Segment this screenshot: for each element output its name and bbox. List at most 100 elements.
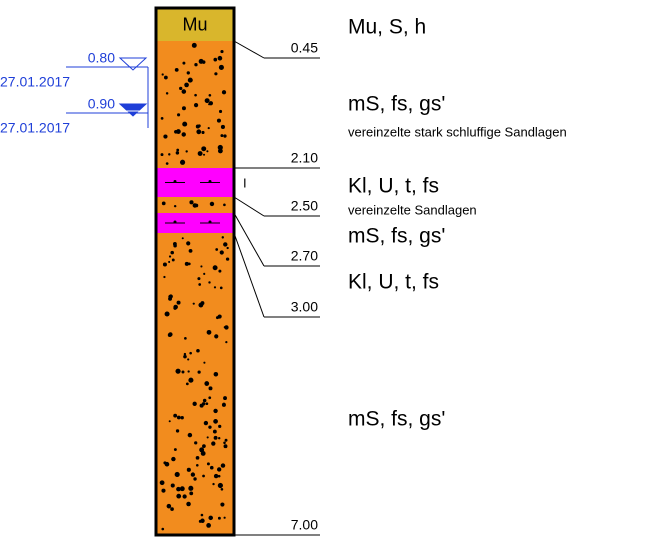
depth-leader <box>234 213 264 266</box>
sand-dot <box>169 255 171 257</box>
sand-dot <box>168 295 171 298</box>
sand-dot <box>201 301 205 305</box>
sand-dot <box>171 483 175 487</box>
sand-dot <box>202 402 205 405</box>
sand-dot <box>173 306 176 309</box>
sand-dot <box>193 477 196 480</box>
sand-dot <box>167 504 172 509</box>
sand-dot <box>194 94 197 97</box>
sand-dot <box>191 472 195 476</box>
clay-symbol <box>209 221 212 224</box>
sand-dot <box>189 249 193 253</box>
sand-dot <box>226 257 229 260</box>
sand-dot <box>200 265 202 267</box>
sand-dot <box>182 494 186 498</box>
water-date: 27.01.2017 <box>0 120 70 136</box>
sand-dot <box>214 334 218 338</box>
sand-dot <box>187 358 189 360</box>
sand-dot <box>182 89 187 94</box>
sand-dot <box>203 362 205 364</box>
sand-dot <box>215 248 218 251</box>
sand-dot <box>162 202 166 206</box>
sand-dot <box>207 436 209 438</box>
sand-dot <box>219 110 222 113</box>
sand-dot <box>196 129 201 134</box>
sand-dot <box>205 98 210 103</box>
sand-dot <box>220 134 223 137</box>
sand-dot <box>201 146 206 151</box>
sand-dot <box>223 396 227 400</box>
sand-dot <box>177 416 181 420</box>
sand-dot <box>220 250 224 254</box>
sand-dot <box>197 277 200 280</box>
sand-dot <box>222 236 224 238</box>
sand-dot <box>187 71 190 74</box>
sand-dot <box>169 420 171 422</box>
sand-dot <box>166 162 169 165</box>
water-triangle <box>120 58 146 70</box>
sand-dot <box>170 251 174 255</box>
sand-dot <box>202 475 205 478</box>
sand-dot <box>208 425 211 428</box>
sand-dot <box>194 441 197 444</box>
layer-code: Mu <box>182 14 207 34</box>
sand-dot <box>162 73 164 75</box>
sand-dot <box>225 439 228 442</box>
sand-dot <box>199 59 204 64</box>
sand-dot <box>193 402 197 406</box>
sand-dot <box>188 486 193 491</box>
sand-dot <box>170 507 174 511</box>
depth-label: 2.10 <box>291 150 318 166</box>
sand-dot <box>209 386 213 390</box>
sand-dot <box>163 276 165 278</box>
clay-symbol <box>174 180 177 183</box>
sand-dot <box>209 94 212 97</box>
sand-dot <box>217 119 221 123</box>
sand-dot <box>166 92 168 94</box>
sand-dot <box>161 489 165 493</box>
sand-dot <box>187 370 189 372</box>
sand-dot <box>185 262 189 266</box>
layer-note: vereinzelte Sandlagen <box>348 202 477 217</box>
sand-dot <box>194 63 197 66</box>
sand-dot <box>224 444 228 448</box>
sand-dot <box>164 76 168 80</box>
sand-dot <box>173 414 177 418</box>
sand-dot <box>182 62 185 65</box>
sand-dot <box>176 129 181 134</box>
sand-dot <box>221 463 225 467</box>
sand-dot <box>206 523 211 528</box>
sand-dot <box>189 352 192 355</box>
sand-dot <box>203 399 207 403</box>
clay-symbol <box>209 180 212 183</box>
sand-dot <box>218 475 221 478</box>
sand-dot <box>175 472 180 477</box>
sand-dot <box>208 516 213 521</box>
layer-description: Mu, S, h <box>348 16 426 39</box>
sand-dot <box>192 43 197 48</box>
sand-dot <box>223 441 226 444</box>
sand-dot <box>186 383 189 386</box>
sand-dot <box>182 371 185 374</box>
sand-dot <box>196 349 200 353</box>
sand-dot <box>220 502 224 506</box>
water-date: 27.01.2017 <box>0 74 70 90</box>
sand-dot <box>181 416 184 419</box>
sand-dot <box>198 124 201 127</box>
sand-dot <box>213 58 217 62</box>
depth-label: 7.00 <box>291 517 318 533</box>
layer-description: Kl, U, t, fs <box>348 175 439 198</box>
sand-dot <box>182 237 184 239</box>
clay-symbol <box>174 221 177 224</box>
sand-dot <box>201 514 204 517</box>
sand-dot <box>176 429 179 432</box>
sand-dot <box>189 491 193 495</box>
sand-dot <box>183 355 187 359</box>
sand-dot <box>168 333 172 337</box>
sand-dot <box>214 372 219 377</box>
layer-description: Kl, U, t, fs <box>348 271 439 294</box>
sand-dot <box>172 259 175 262</box>
sand-dot <box>198 371 201 374</box>
sand-dot <box>218 517 221 520</box>
sand-dot <box>213 430 217 434</box>
